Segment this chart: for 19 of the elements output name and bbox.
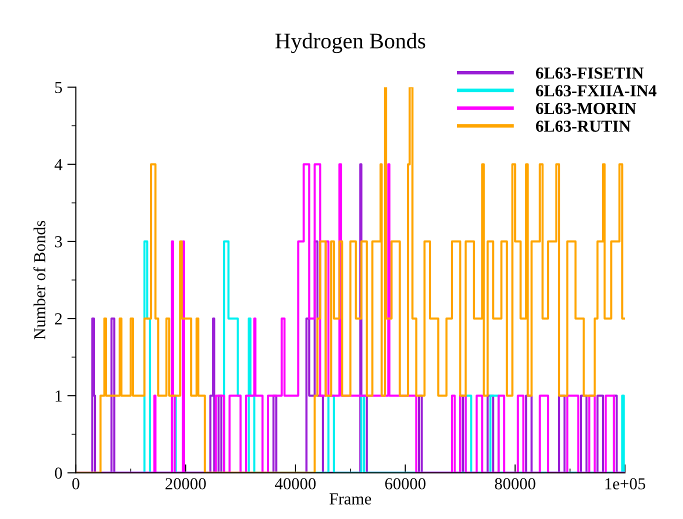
legend-label: 6L63-FISETIN (536, 67, 644, 79)
legend-label: 6L63-MORIN (536, 102, 636, 114)
y-tick-label: 1 (56, 390, 62, 402)
legend-label: 6L63-FXIIA-IN4 (536, 85, 656, 96)
x-tick-label: 1e+05 (606, 478, 646, 490)
x-tick-label: 20000 (166, 478, 206, 490)
x-tick-label: 0 (72, 478, 80, 490)
y-tick-label: 2 (55, 313, 62, 324)
y-tick-label: 0 (54, 468, 62, 479)
chart-title: Hydrogen Bonds (275, 32, 426, 54)
legend-label: 6L63-RUTIN (536, 120, 631, 132)
y-tick-label: 5 (55, 82, 62, 94)
x-tick-label: 80000 (494, 478, 536, 490)
y-axis-title: Number of Bonds (33, 220, 46, 340)
y-tick-label: 3 (55, 236, 62, 248)
x-tick-label: 60000 (385, 478, 426, 490)
x-axis-title: Frame (330, 493, 372, 505)
x-tick-label: 40000 (274, 478, 316, 490)
y-tick-label: 4 (54, 159, 62, 170)
